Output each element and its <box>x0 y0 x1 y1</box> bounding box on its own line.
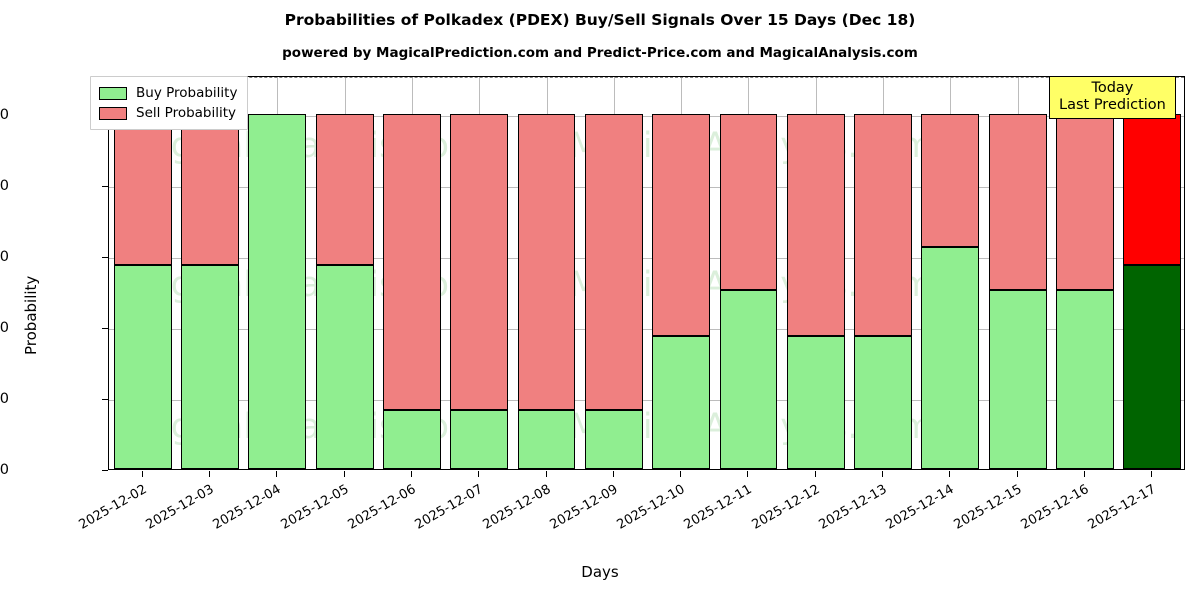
bar-segment-buy <box>719 290 778 469</box>
bar-segment-buy <box>584 409 643 469</box>
legend-label-buy: Buy Probability <box>136 85 238 101</box>
bar-segment-buy <box>382 409 441 469</box>
bar-segment-buy <box>652 335 711 469</box>
grid-line <box>109 329 1184 331</box>
bar-2025-12-09[interactable] <box>584 77 643 469</box>
x-tick-mark <box>949 471 950 477</box>
x-tick-mark <box>344 471 345 477</box>
bar-segment-buy <box>988 290 1047 469</box>
bar-segment-buy <box>248 114 307 469</box>
plot-area: MagicalAnalysis.com MagicalAnalysis.com … <box>108 76 1185 470</box>
grid-line <box>109 187 1184 189</box>
legend-label-sell: Sell Probability <box>136 105 237 121</box>
y-tick-label: 20 <box>0 391 9 407</box>
bar-2025-12-07[interactable] <box>450 77 509 469</box>
y-tick-label: 40 <box>0 320 9 337</box>
x-tick-mark <box>1084 471 1085 477</box>
x-tick-mark <box>411 471 412 477</box>
chart-subtitle: powered by MagicalPrediction.com and Pre… <box>282 45 918 61</box>
x-tick-mark <box>882 471 883 477</box>
bar-segment-buy <box>786 335 845 469</box>
x-tick-mark <box>613 471 614 477</box>
y-tick-mark <box>102 470 108 471</box>
bar-segment-sell <box>315 114 374 265</box>
bar-2025-12-11[interactable] <box>719 77 778 469</box>
bar-2025-12-02[interactable] <box>113 77 172 469</box>
y-tick-mark <box>102 186 108 188</box>
bar-segment-sell <box>1056 114 1114 291</box>
bar-2025-12-05[interactable] <box>315 77 374 469</box>
bar-segment-sell <box>181 114 239 265</box>
chart-legend: Buy Probability Sell Probability <box>90 76 249 130</box>
legend-swatch-sell-icon <box>99 106 127 120</box>
bar-segment-buy <box>181 264 239 469</box>
x-tick-mark <box>680 471 681 477</box>
y-axis-label: Probability <box>22 275 40 355</box>
today-annotation-line2: Last Prediction <box>1059 97 1166 114</box>
bar-2025-12-03[interactable] <box>181 77 239 469</box>
bar-segment-sell <box>854 114 913 336</box>
today-annotation: Today Last Prediction <box>1049 76 1176 120</box>
bar-segment-buy <box>854 335 913 469</box>
x-tick-mark <box>142 471 143 477</box>
plot-inner: MagicalAnalysis.com MagicalAnalysis.com … <box>109 77 1184 469</box>
bar-2025-12-12[interactable] <box>786 77 845 469</box>
grid-line <box>109 116 1184 118</box>
x-tick-mark <box>276 471 277 477</box>
x-axis-label: Days <box>581 563 619 581</box>
bar-2025-12-04[interactable] <box>248 77 307 469</box>
bar-segment-buy <box>1056 290 1114 469</box>
bar-segment-sell <box>517 114 576 410</box>
bar-2025-12-10[interactable] <box>652 77 711 469</box>
y-tick-mark <box>102 328 108 330</box>
bar-2025-12-14[interactable] <box>921 77 980 469</box>
x-tick-mark <box>815 471 816 477</box>
bar-2025-12-17[interactable] <box>1123 77 1182 469</box>
bar-segment-buy <box>113 264 172 469</box>
y-tick-mark <box>102 399 108 400</box>
bar-2025-12-06[interactable] <box>382 77 441 469</box>
bar-2025-12-08[interactable] <box>517 77 576 469</box>
bar-2025-12-16[interactable] <box>1056 77 1114 469</box>
bar-segment-sell <box>450 114 509 410</box>
grid-line <box>109 400 1184 401</box>
bar-segment-sell <box>1123 114 1182 265</box>
bar-2025-12-15[interactable] <box>988 77 1047 469</box>
reference-line <box>109 77 1184 78</box>
bar-segment-sell <box>719 114 778 291</box>
x-tick-mark <box>478 471 479 477</box>
bar-segment-buy <box>450 409 509 469</box>
grid-line <box>109 258 1184 260</box>
x-tick-mark <box>747 471 748 477</box>
x-tick-mark <box>209 471 210 477</box>
bar-segment-buy <box>921 247 980 469</box>
bar-segment-sell <box>652 114 711 336</box>
legend-swatch-buy-icon <box>99 86 127 100</box>
chart-title: Probabilities of Polkadex (PDEX) Buy/Sel… <box>284 11 916 29</box>
y-tick-label: 80 <box>0 178 9 195</box>
y-tick-label: 0 <box>0 462 9 478</box>
bar-segment-sell <box>921 114 980 248</box>
y-tick-label: 100 <box>0 107 9 124</box>
x-tick-mark <box>1151 471 1152 477</box>
bar-segment-sell <box>113 114 172 265</box>
bar-segment-sell <box>584 114 643 410</box>
bar-segment-sell <box>988 114 1047 291</box>
bar-segment-buy <box>517 409 576 469</box>
bar-segment-sell <box>382 114 441 410</box>
y-tick-label: 60 <box>0 249 9 266</box>
bar-2025-12-13[interactable] <box>854 77 913 469</box>
legend-item-sell: Sell Probability <box>99 103 237 123</box>
y-tick-mark <box>102 257 108 259</box>
bar-segment-buy <box>1123 264 1182 469</box>
x-tick-mark <box>1017 471 1018 477</box>
x-tick-mark <box>546 471 547 477</box>
today-annotation-line1: Today <box>1091 80 1134 96</box>
legend-item-buy: Buy Probability <box>99 83 237 103</box>
bar-segment-buy <box>315 264 374 469</box>
bar-segment-sell <box>786 114 845 336</box>
